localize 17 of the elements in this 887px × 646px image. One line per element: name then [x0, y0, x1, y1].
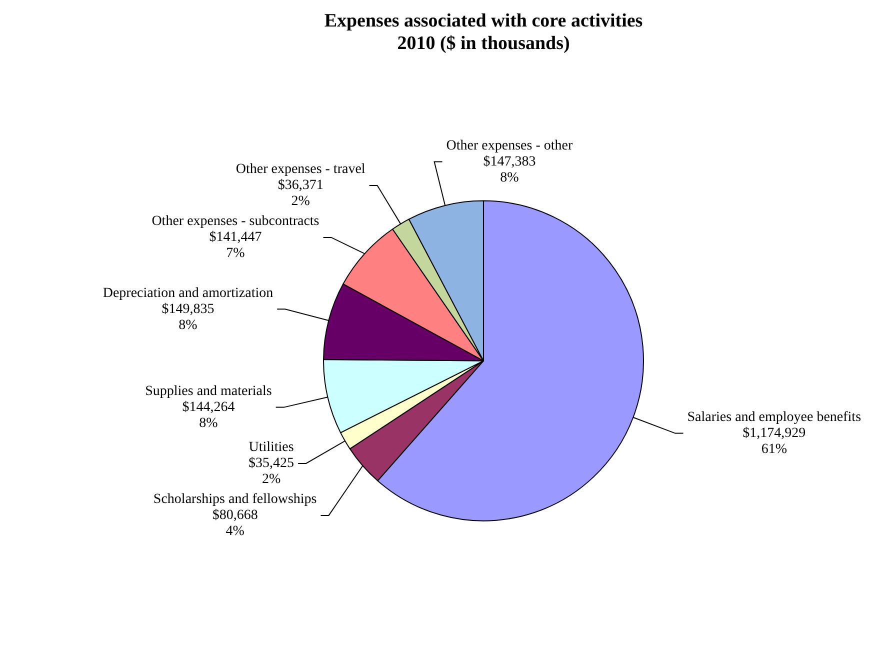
slice-label: Depreciation and amortization	[102, 286, 274, 301]
data-label: $36,371 2%	[278, 178, 324, 210]
data-label: $35,425 2%	[248, 456, 294, 488]
data-label: $1,174,929 61%	[742, 426, 806, 457]
data-label: $149,835 8%	[162, 302, 214, 333]
slice-label: Scholarships and fellowships	[153, 492, 317, 508]
chart-title: Expenses associated with core activities 2010 ($ in thousands)	[324, 10, 643, 54]
slice-label: Utilities	[248, 440, 294, 456]
slice-label: Salaries and employee benefits	[687, 410, 862, 425]
slice-label: Supplies and materials	[145, 384, 272, 399]
slice-label: Other expenses - subcontracts	[152, 214, 320, 230]
data-label: $144,264 8%	[182, 400, 235, 431]
slice-label: Other expenses - travel	[236, 162, 366, 178]
data-label: $80,668 4%	[212, 508, 258, 540]
data-label: $141,447 7%	[209, 230, 262, 262]
data-label: $147,383 8%	[483, 154, 536, 186]
slice-label: Other expenses - other	[446, 138, 573, 154]
